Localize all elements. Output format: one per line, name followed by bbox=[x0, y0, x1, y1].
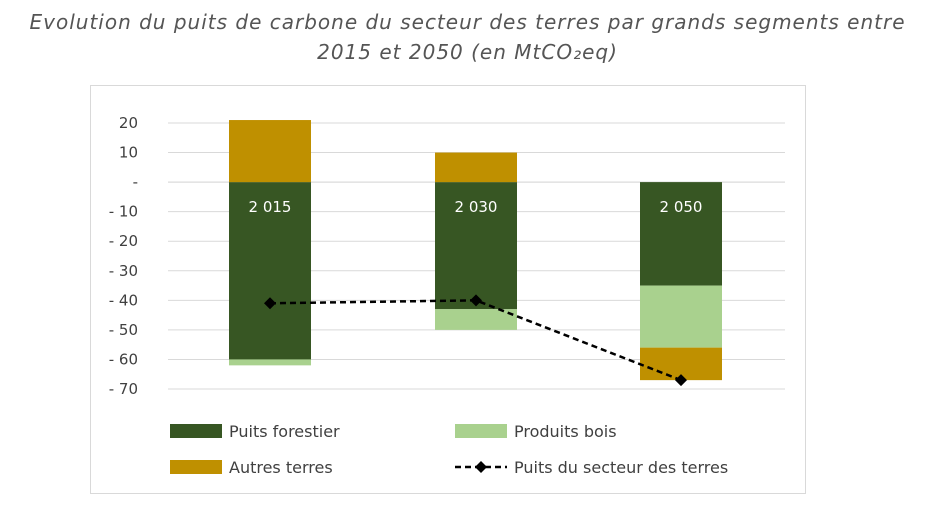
legend-label: Autres terres bbox=[229, 458, 333, 477]
legend-swatch bbox=[170, 424, 222, 438]
y-tick-label: - 20 bbox=[109, 232, 138, 250]
bar-segment bbox=[229, 120, 311, 183]
y-tick-label: - 60 bbox=[109, 350, 138, 368]
line-series-path bbox=[269, 299, 682, 382]
legend: Puits forestier Produits bois Autres terre… bbox=[170, 422, 728, 477]
line-marker bbox=[675, 374, 687, 387]
legend-label: Puits du secteur des terres bbox=[514, 458, 728, 477]
bar-segment bbox=[640, 285, 722, 348]
y-tick-label: - 50 bbox=[109, 321, 138, 339]
y-tick-label: - 10 bbox=[109, 203, 138, 221]
category-label: 2 030 bbox=[455, 198, 498, 216]
legend-label: Puits forestier bbox=[229, 422, 340, 441]
y-tick-label: - 70 bbox=[109, 380, 138, 398]
chart-title-line-2: 2015 et 2050 (en MtCO₂eq) bbox=[317, 40, 618, 64]
y-tick-label: 10 bbox=[119, 144, 138, 162]
bar-segment bbox=[640, 182, 722, 286]
chart-title-line-1: Evolution du puits de carbone du secteur… bbox=[29, 10, 906, 34]
category-labels: 2 015 2 030 2 050 bbox=[249, 198, 703, 216]
bar-segment bbox=[435, 152, 517, 183]
bar-segment bbox=[435, 182, 517, 310]
y-tick-label: - bbox=[133, 173, 138, 191]
bar-segment bbox=[435, 309, 517, 330]
category-label: 2 050 bbox=[660, 198, 703, 216]
y-tick-label: - 40 bbox=[109, 291, 138, 309]
bar-segment bbox=[229, 182, 311, 360]
line-marker bbox=[470, 294, 482, 307]
legend-swatch bbox=[455, 424, 507, 438]
bars bbox=[229, 120, 722, 381]
bar-segment bbox=[229, 359, 311, 366]
category-label: 2 015 bbox=[249, 198, 292, 216]
y-tick-label: 20 bbox=[119, 114, 138, 132]
legend-label: Produits bois bbox=[514, 422, 617, 441]
legend-marker bbox=[475, 461, 487, 473]
line-marker bbox=[264, 297, 276, 310]
y-axis-ticks: 20 10 - - 10 - 20 - 30 - 40 - 50 - 60 - 70 bbox=[109, 114, 138, 398]
y-tick-label: - 30 bbox=[109, 262, 138, 280]
line-series bbox=[264, 294, 687, 387]
legend-swatch bbox=[170, 460, 222, 474]
chart-frame bbox=[90, 85, 806, 494]
